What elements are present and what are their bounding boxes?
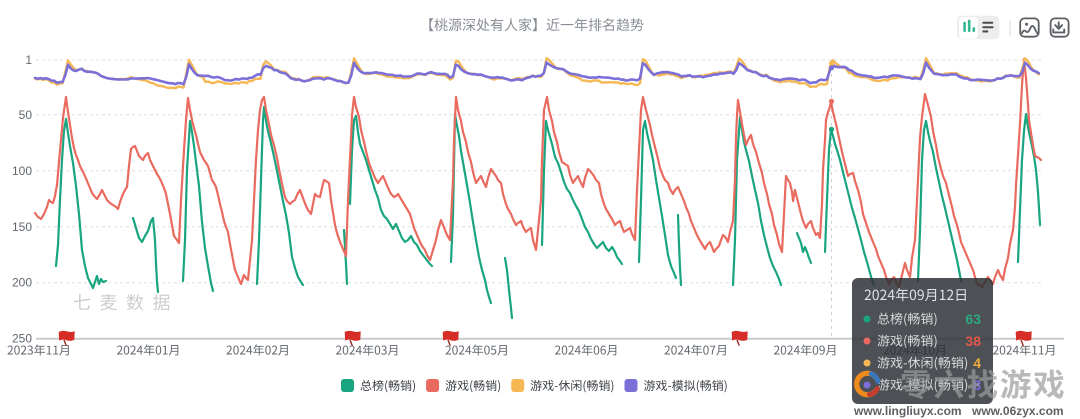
svg-text:4: 4	[973, 355, 981, 371]
svg-text:250: 250	[12, 332, 32, 346]
svg-text:38: 38	[965, 333, 981, 349]
svg-text:150: 150	[12, 220, 32, 234]
svg-text:1: 1	[25, 53, 32, 67]
svg-text:63: 63	[965, 311, 981, 327]
svg-text:www.lingliuyx.com: www.lingliuyx.com	[853, 404, 962, 418]
svg-text:100: 100	[12, 164, 32, 178]
svg-text:200: 200	[12, 276, 32, 290]
svg-text:www.06zyx.com: www.06zyx.com	[971, 404, 1064, 418]
svg-text:50: 50	[19, 108, 33, 122]
